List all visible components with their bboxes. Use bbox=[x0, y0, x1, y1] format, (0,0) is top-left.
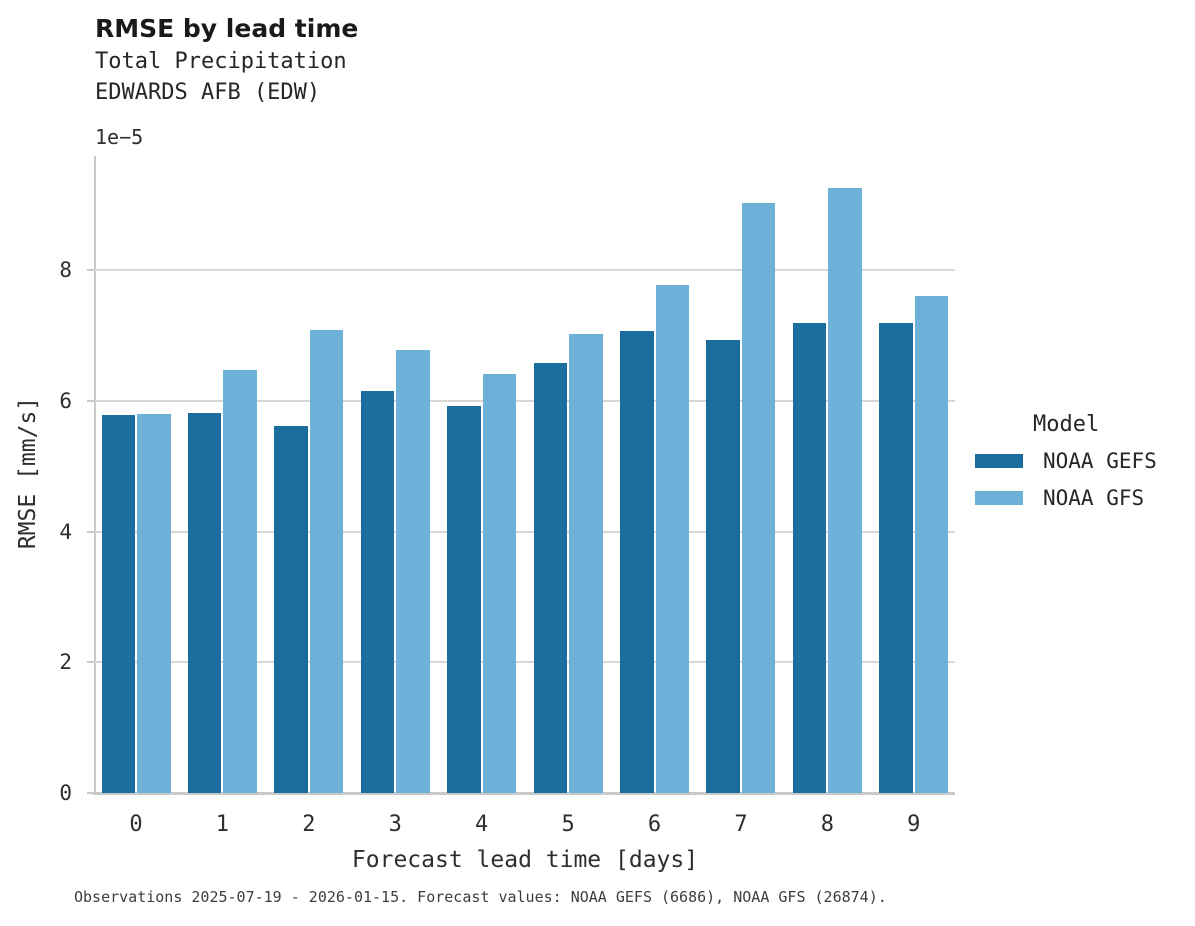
bar-noaa-gfs-day-2 bbox=[309, 329, 344, 793]
y-tick-label: 0 bbox=[59, 781, 72, 805]
y-tick-mark bbox=[87, 400, 94, 402]
x-tick-label: 5 bbox=[561, 812, 575, 837]
bar-noaa-gfs-day-9 bbox=[914, 296, 949, 793]
gridline bbox=[95, 530, 955, 533]
bar-noaa-gfs-day-4 bbox=[482, 373, 517, 793]
chart-subtitle-station: EDWARDS AFB (EDW) bbox=[95, 80, 321, 105]
y-tick-label: 6 bbox=[59, 389, 72, 413]
gridline bbox=[95, 269, 955, 272]
figure-caption: Observations 2025-07-19 - 2026-01-15. Fo… bbox=[74, 888, 887, 906]
gridline bbox=[95, 400, 955, 402]
x-tick-label: 1 bbox=[215, 812, 230, 837]
y-tick-mark bbox=[87, 661, 94, 664]
legend-swatch bbox=[975, 454, 1023, 468]
legend-item: NOAA GFS bbox=[975, 486, 1157, 510]
y-tick-mark bbox=[87, 530, 94, 533]
y-tick-mark bbox=[87, 792, 94, 794]
bar-noaa-gefs-day-3 bbox=[360, 391, 395, 793]
bar-noaa-gefs-day-7 bbox=[706, 340, 740, 793]
bar-noaa-gfs-day-5 bbox=[569, 333, 603, 793]
y-axis-offset-label: 1e−5 bbox=[95, 125, 144, 149]
x-tick-label: 3 bbox=[388, 812, 402, 837]
bar-noaa-gefs-day-1 bbox=[187, 412, 222, 793]
bar-noaa-gefs-day-2 bbox=[274, 426, 308, 793]
legend-label: NOAA GFS bbox=[1043, 486, 1145, 510]
y-axis-label: RMSE [mm/s] bbox=[15, 396, 41, 550]
bar-noaa-gfs-day-6 bbox=[655, 285, 690, 793]
x-tick-label: 9 bbox=[907, 812, 921, 837]
x-tick-label: 4 bbox=[475, 812, 489, 837]
bar-noaa-gfs-day-1 bbox=[223, 370, 257, 793]
bar-noaa-gfs-day-3 bbox=[396, 350, 430, 793]
x-tick-label: 6 bbox=[647, 812, 662, 837]
x-axis-spine bbox=[93, 792, 955, 795]
y-tick-mark bbox=[87, 269, 94, 272]
x-tick-label: 7 bbox=[734, 812, 748, 837]
bar-noaa-gefs-day-0 bbox=[101, 415, 135, 793]
bar-noaa-gfs-day-7 bbox=[741, 203, 776, 793]
legend-swatch bbox=[975, 491, 1023, 505]
bar-noaa-gfs-day-0 bbox=[137, 414, 171, 793]
bar-noaa-gefs-day-9 bbox=[879, 323, 913, 793]
x-tick-label: 2 bbox=[302, 812, 316, 837]
legend-item: NOAA GEFS bbox=[975, 449, 1157, 473]
x-axis-label: Forecast lead time [days] bbox=[351, 847, 699, 873]
chart-subtitle-variable: Total Precipitation bbox=[95, 49, 347, 74]
bar-noaa-gefs-day-4 bbox=[447, 405, 481, 793]
bar-noaa-gefs-day-5 bbox=[533, 363, 568, 793]
legend-label: NOAA GEFS bbox=[1043, 449, 1157, 473]
y-tick-label: 2 bbox=[59, 650, 72, 675]
bar-noaa-gefs-day-8 bbox=[792, 322, 827, 793]
legend: Model NOAA GEFS NOAA GFS bbox=[975, 412, 1157, 523]
bar-noaa-gefs-day-6 bbox=[620, 331, 654, 793]
x-tick-label: 8 bbox=[820, 812, 834, 837]
y-axis-spine bbox=[94, 156, 96, 795]
bar-noaa-gfs-day-8 bbox=[828, 188, 862, 793]
legend-entries: NOAA GEFS NOAA GFS bbox=[975, 449, 1157, 510]
chart-title: RMSE by lead time bbox=[95, 14, 359, 43]
legend-title: Model bbox=[1033, 412, 1100, 437]
x-tick-label: 0 bbox=[129, 812, 143, 837]
gridline bbox=[95, 661, 955, 664]
y-tick-label: 4 bbox=[59, 519, 72, 544]
y-tick-label: 8 bbox=[59, 258, 72, 283]
